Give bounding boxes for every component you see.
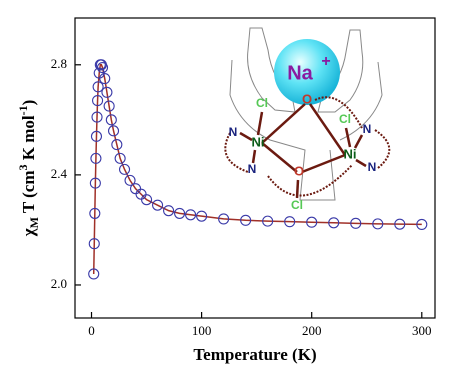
y-axis-title-part: K mol (19, 115, 38, 164)
atom-label: Cl (256, 96, 268, 110)
plot-frame (74, 17, 436, 319)
data-point (284, 216, 296, 228)
fit-line (92, 64, 422, 274)
atom-label: N (368, 160, 377, 174)
atom-label: O (302, 91, 312, 106)
atom-label: + (321, 53, 330, 70)
atom-label: N (248, 162, 257, 176)
data-point (90, 130, 103, 142)
atom-label: Cl (339, 112, 351, 126)
x-tick-label: 300 (412, 323, 432, 338)
data-point (118, 163, 131, 175)
y-tick-label: 2.4 (51, 166, 68, 181)
y-axis-title-part: M (27, 217, 41, 228)
data-point (163, 205, 175, 217)
data-point (88, 238, 100, 250)
atom-label: Ni (252, 134, 265, 149)
x-tick-label: 100 (192, 323, 212, 338)
na-sphere (274, 39, 340, 105)
data-point (92, 95, 104, 107)
atom-label: Na (287, 62, 313, 84)
data-point (372, 218, 384, 230)
atom-label: N (229, 125, 238, 139)
data-point (350, 217, 362, 229)
y-axis-title-part: ) (19, 100, 38, 106)
atom-label: Cl (291, 198, 303, 212)
inset-diagram: Na + Cl Cl Cl Ni Ni N N N N O O (224, 27, 391, 212)
data-point (416, 218, 428, 230)
data-point (152, 199, 164, 211)
x-tick-label: 0 (88, 323, 95, 338)
data-point (174, 207, 186, 219)
data-point (141, 194, 153, 206)
data-point (96, 61, 109, 74)
data-point (103, 100, 115, 112)
data-point (196, 210, 208, 222)
data-point (394, 218, 406, 230)
data-point (114, 152, 126, 164)
data-point (101, 86, 113, 98)
data-point (99, 73, 111, 85)
data-point (88, 268, 100, 280)
y-tick-label: 2.8 (51, 56, 67, 71)
ligand-loops (224, 96, 391, 197)
data-point (240, 214, 252, 226)
atom-label: N (363, 122, 372, 136)
y-tick-label: 2.0 (51, 276, 67, 291)
data-point (92, 81, 104, 93)
data-point (185, 209, 197, 221)
data-point (262, 215, 274, 227)
atom-label: Ni (344, 146, 357, 161)
x-axis-title: Temperature (K) (193, 345, 316, 364)
data-point (105, 114, 117, 126)
x-tick-label: 200 (302, 323, 322, 338)
data-point (124, 174, 136, 186)
y-axis-title: χM T (cm3 K mol-1) (16, 100, 41, 238)
y-axis-title-part: T (cm (19, 171, 38, 218)
data-point (91, 111, 103, 123)
data-point (328, 217, 340, 229)
data-point (111, 139, 123, 151)
data-point (89, 177, 101, 189)
data-point (89, 207, 101, 219)
y-axis-title-part: 3 (16, 165, 30, 171)
y-axis-title-part: -1 (16, 105, 30, 115)
y-axis-title-part: χ (19, 228, 38, 237)
data-point (306, 216, 318, 228)
data-point (107, 125, 120, 137)
data-point (90, 152, 102, 164)
data-point (218, 213, 230, 225)
atom-label: O (294, 163, 304, 178)
